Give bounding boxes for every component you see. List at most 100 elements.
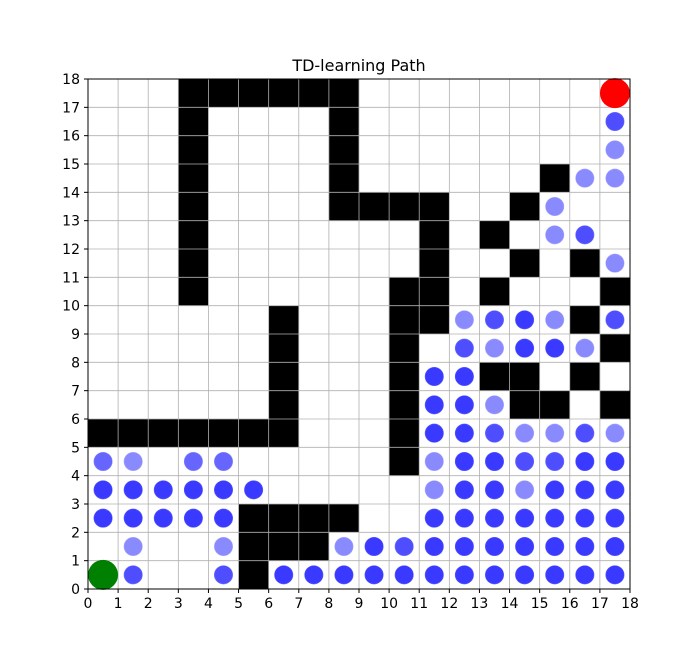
path-point-core-43 xyxy=(154,481,172,499)
path-point-core-46 xyxy=(245,481,263,499)
path-point-core-35 xyxy=(455,453,473,470)
wall-cell-39 xyxy=(389,362,420,391)
wall-cell-18 xyxy=(509,192,540,221)
wall-cell-35 xyxy=(268,334,299,363)
path-point-core-44 xyxy=(184,481,202,499)
path-point-core-61 xyxy=(486,509,503,527)
path-point-core-68 xyxy=(335,538,353,555)
wall-cell-63 xyxy=(298,532,329,561)
x-tick-label-9: 9 xyxy=(355,596,364,612)
wall-cell-33 xyxy=(419,305,450,334)
start-marker xyxy=(88,559,119,590)
y-tick-label-14: 14 xyxy=(62,185,80,201)
path-point-core-29 xyxy=(606,424,624,442)
path-point-core-51 xyxy=(546,481,564,499)
path-point-core-66 xyxy=(124,538,142,555)
path-point-core-12 xyxy=(606,311,624,329)
path-point-core-20 xyxy=(425,396,443,414)
path-point-core-39 xyxy=(576,453,594,470)
path-point-core-14 xyxy=(486,339,503,357)
path-point-3 xyxy=(605,168,625,188)
path-point-core-13 xyxy=(455,339,473,357)
path-point-2 xyxy=(575,168,595,188)
path-point-core-25 xyxy=(486,424,503,442)
wall-cell-57 xyxy=(238,504,269,533)
path-point-core-41 xyxy=(94,481,112,499)
wall-cell-2 xyxy=(238,79,269,108)
x-tick-label-13: 13 xyxy=(471,596,489,612)
wall-cell-46 xyxy=(539,390,570,419)
goal-marker xyxy=(599,78,630,109)
path-point-core-74 xyxy=(516,538,534,555)
path-point-33 xyxy=(214,452,233,471)
path-point-core-8 xyxy=(455,311,473,329)
path-point-core-30 xyxy=(94,453,112,470)
wall-cell-19 xyxy=(178,220,209,249)
path-point-core-23 xyxy=(425,424,443,442)
path-point-core-52 xyxy=(576,481,594,499)
wall-cell-52 xyxy=(208,419,239,448)
wall-cell-32 xyxy=(389,305,420,334)
path-point-32 xyxy=(183,452,203,471)
path-point-core-57 xyxy=(184,509,202,527)
wall-cell-36 xyxy=(389,334,420,363)
wall-cell-53 xyxy=(238,419,269,448)
path-point-core-76 xyxy=(576,538,594,555)
path-point-core-50 xyxy=(516,481,534,499)
x-tick-label-12: 12 xyxy=(440,596,458,612)
wall-cell-26 xyxy=(178,277,209,306)
path-point-core-90 xyxy=(576,566,594,584)
path-point-core-72 xyxy=(455,538,473,555)
path-point-core-62 xyxy=(516,509,534,527)
ticks-layer: 0 1 2 3 4 5 6 7 8 9 10 11 12 13 14 15 16 17 18012345678910… xyxy=(62,72,639,612)
path-point-core-3 xyxy=(606,169,624,187)
path-point-25 xyxy=(485,423,504,443)
x-tick-label-10: 10 xyxy=(380,596,398,612)
path-point-core-65 xyxy=(606,509,624,527)
wall-cell-49 xyxy=(118,419,149,448)
path-point-31 xyxy=(123,452,143,471)
wall-cell-55 xyxy=(389,419,420,448)
x-tick-label-6: 6 xyxy=(264,596,273,612)
path-point-core-47 xyxy=(425,481,443,499)
path-point-core-91 xyxy=(606,566,624,584)
path-point-core-84 xyxy=(395,566,413,584)
wall-cell-15 xyxy=(359,192,390,221)
path-point-core-87 xyxy=(486,566,503,584)
wall-cell-4 xyxy=(298,79,329,108)
path-point-core-83 xyxy=(365,566,383,584)
wall-cell-61 xyxy=(238,532,269,561)
wall-cell-62 xyxy=(268,532,299,561)
path-point-core-37 xyxy=(516,453,534,470)
x-tick-label-17: 17 xyxy=(591,596,609,612)
path-point-core-80 xyxy=(275,566,293,584)
x-tick-label-2: 2 xyxy=(144,596,153,612)
path-point-core-32 xyxy=(184,453,202,470)
y-tick-label-15: 15 xyxy=(62,157,80,173)
wall-cell-64 xyxy=(238,560,269,589)
wall-cell-23 xyxy=(419,249,450,278)
wall-cell-13 xyxy=(178,192,209,221)
y-tick-label-16: 16 xyxy=(62,129,80,145)
path-point-core-21 xyxy=(455,396,473,414)
x-tick-label-8: 8 xyxy=(324,596,333,612)
path-point-core-58 xyxy=(215,509,232,527)
walls-layer xyxy=(88,79,630,589)
wall-cell-5 xyxy=(328,79,359,108)
path-point-core-63 xyxy=(546,509,564,527)
path-point-0 xyxy=(605,112,625,131)
path-point-core-4 xyxy=(546,198,564,215)
wall-cell-9 xyxy=(328,135,359,164)
path-point-core-86 xyxy=(455,566,473,584)
y-tick-label-12: 12 xyxy=(62,242,80,258)
path-point-core-38 xyxy=(546,453,564,470)
wall-cell-20 xyxy=(419,220,450,249)
y-tick-label-0: 0 xyxy=(71,582,80,598)
wall-cell-0 xyxy=(178,79,209,108)
y-tick-label-13: 13 xyxy=(62,214,80,230)
path-point-core-19 xyxy=(455,368,473,385)
path-point-core-11 xyxy=(546,311,564,329)
path-point-8 xyxy=(454,310,474,330)
path-point-1 xyxy=(605,140,625,160)
path-point-core-85 xyxy=(425,566,443,584)
